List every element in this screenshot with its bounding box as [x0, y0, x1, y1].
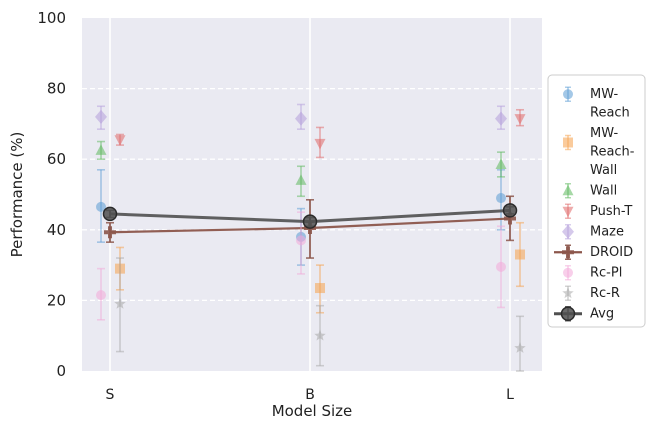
y-tick-label: 80	[47, 80, 66, 98]
series-maze	[95, 103, 507, 130]
legend-label: Rc-R	[590, 286, 620, 301]
tick-labels: 0 20 40 60 80 100 S B L	[37, 9, 514, 403]
x-axis-label: Model Size	[272, 402, 353, 420]
legend-marker	[562, 224, 574, 239]
data-point	[295, 174, 307, 185]
series-wall	[95, 140, 507, 198]
legend-entry: Wall	[562, 183, 617, 199]
legend-label: Reach-	[590, 145, 635, 160]
data-point	[514, 114, 526, 125]
grid	[82, 18, 542, 371]
legend-marker	[562, 246, 574, 259]
data-point	[314, 329, 326, 341]
legend-marker	[563, 267, 573, 278]
legend-entry: Rc-R	[562, 285, 620, 301]
y-tick-label: 100	[37, 9, 66, 27]
x-tick-label: L	[506, 387, 514, 403]
y-tick-label: 60	[47, 150, 66, 168]
series-avg	[102, 203, 518, 229]
legend-entry: MW- Reach	[563, 86, 630, 121]
data-point	[495, 111, 507, 126]
legend-label: Wall	[590, 163, 617, 178]
data-point	[96, 290, 106, 301]
series-push-t	[114, 108, 526, 159]
data-point	[104, 226, 116, 239]
data-point	[495, 158, 507, 169]
data-point	[314, 138, 326, 150]
legend-entry: DROID	[554, 244, 633, 260]
data-point	[295, 111, 307, 126]
data-point	[514, 342, 526, 353]
legend-entry: Avg	[554, 306, 614, 322]
legend-marker	[560, 306, 576, 321]
y-axis-label: Performance (%)	[8, 132, 26, 258]
legend-label: Reach	[590, 106, 630, 121]
legend-label: MW-	[590, 126, 619, 141]
y-tick-label: 40	[47, 221, 66, 239]
data-point	[95, 144, 107, 155]
data-point	[302, 214, 318, 229]
legend-label: Avg	[590, 307, 614, 322]
legend-label: Push-T	[590, 204, 632, 219]
data-point	[504, 212, 516, 225]
data-point	[96, 201, 106, 212]
plot-background	[82, 18, 542, 371]
legend-entry: MW- Reach- Wall	[563, 126, 635, 178]
data-point	[502, 203, 518, 218]
data-point	[95, 109, 107, 124]
y-tick-label: 20	[47, 291, 66, 309]
legend-marker	[563, 137, 573, 148]
x-tick-label: S	[106, 387, 115, 403]
legend: MW- Reach MW- Reach- Wall Wall Push-T Maze DROID…	[547, 74, 646, 328]
legend-label: Rc-Pl	[590, 266, 622, 281]
data-point	[315, 283, 325, 294]
legend-entry: Push-T	[562, 203, 632, 219]
data-point	[496, 261, 506, 272]
series-rc-pl	[96, 211, 506, 321]
legend-marker	[562, 287, 574, 299]
data-point	[515, 249, 525, 260]
data-point	[496, 193, 506, 204]
legend-entry: Maze	[562, 224, 624, 240]
legend-label: Wall	[590, 184, 617, 199]
legend-marker	[562, 206, 574, 218]
data-point	[114, 135, 126, 146]
y-tick-label: 0	[56, 362, 66, 380]
legend-label: Maze	[590, 225, 624, 240]
series-rc-r	[114, 257, 526, 372]
legend-marker	[562, 184, 574, 196]
data-point	[102, 206, 118, 222]
data-point	[114, 297, 126, 309]
legend-marker	[563, 89, 573, 100]
data-point	[296, 235, 306, 246]
x-tick-label: B	[305, 387, 315, 403]
legend-label: DROID	[590, 245, 633, 260]
series-layer	[95, 103, 526, 372]
legend-label: MW-	[590, 87, 619, 102]
legend-entry: Rc-Pl	[563, 265, 622, 281]
